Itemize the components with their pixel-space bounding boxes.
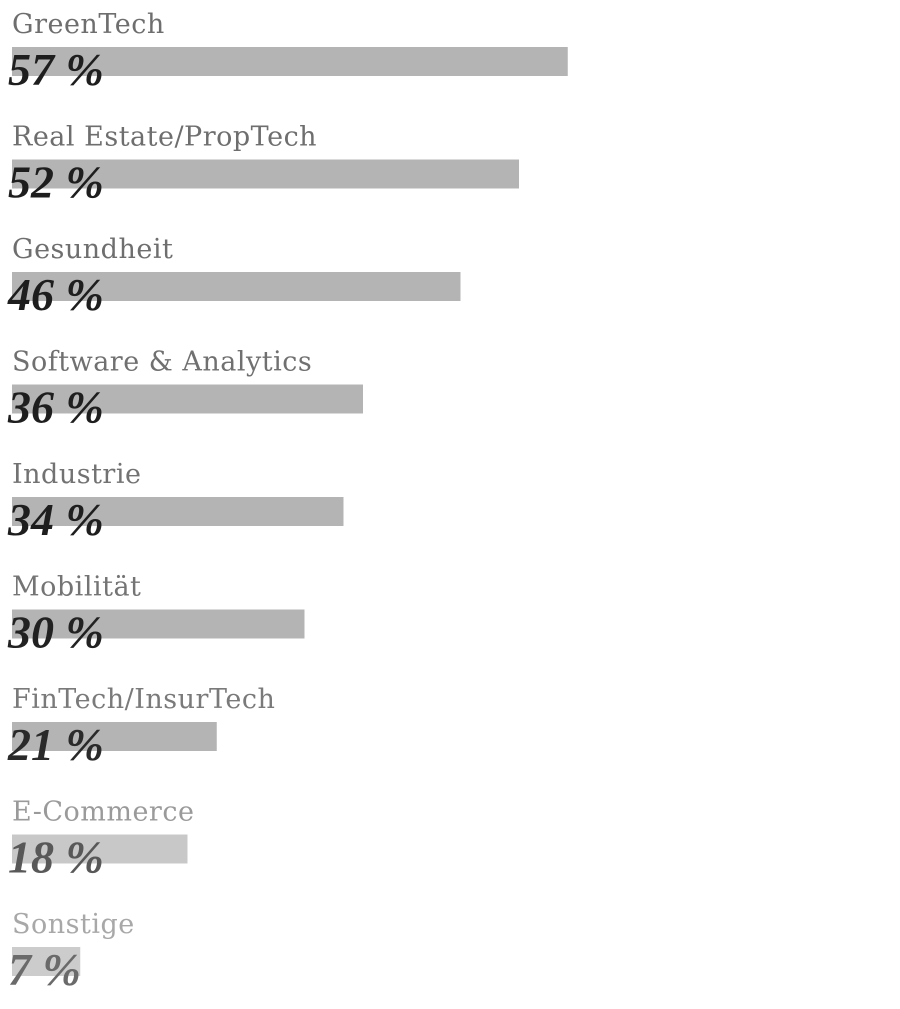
value-label: 7 % xyxy=(8,944,81,995)
value-label: 30 % xyxy=(7,607,104,658)
bar-group: Gesundheit 46 % xyxy=(7,234,461,320)
category-label: FinTech/InsurTech xyxy=(12,684,275,715)
category-label: Industrie xyxy=(12,459,141,490)
bar-group: Mobilität 30 % xyxy=(7,572,305,658)
bar xyxy=(12,722,217,751)
value-label: 34 % xyxy=(7,494,104,545)
bar-group: Sonstige 7 % xyxy=(8,909,135,995)
category-label: Sonstige xyxy=(12,909,135,940)
value-label: 18 % xyxy=(8,832,104,883)
value-label: 21 % xyxy=(7,719,104,770)
value-label: 52 % xyxy=(8,157,104,208)
bar xyxy=(12,47,568,76)
bar xyxy=(12,384,363,414)
bar-group: Industrie 34 % xyxy=(7,459,344,545)
bar xyxy=(12,159,519,189)
category-label: Real Estate/PropTech xyxy=(12,122,317,153)
bar xyxy=(12,272,461,301)
category-label: Gesundheit xyxy=(12,234,173,265)
bar xyxy=(12,609,305,639)
bar xyxy=(12,834,188,864)
value-label: 57 % xyxy=(8,44,104,95)
bar xyxy=(12,947,81,976)
value-label: 36 % xyxy=(7,382,104,433)
bar-group: Real Estate/PropTech 52 % xyxy=(8,122,519,208)
category-label: E-Commerce xyxy=(12,797,194,828)
bar-group: Software & Analytics 36 % xyxy=(7,347,363,433)
bar-group: E-Commerce 18 % xyxy=(8,797,194,883)
category-label: Mobilität xyxy=(12,572,141,603)
category-label: GreenTech xyxy=(12,9,165,40)
bar-group: FinTech/InsurTech 21 % xyxy=(7,684,275,770)
bar-group: GreenTech 57 % xyxy=(8,9,568,95)
category-label: Software & Analytics xyxy=(12,347,312,378)
bar xyxy=(12,497,344,526)
value-label: 46 % xyxy=(7,269,104,320)
